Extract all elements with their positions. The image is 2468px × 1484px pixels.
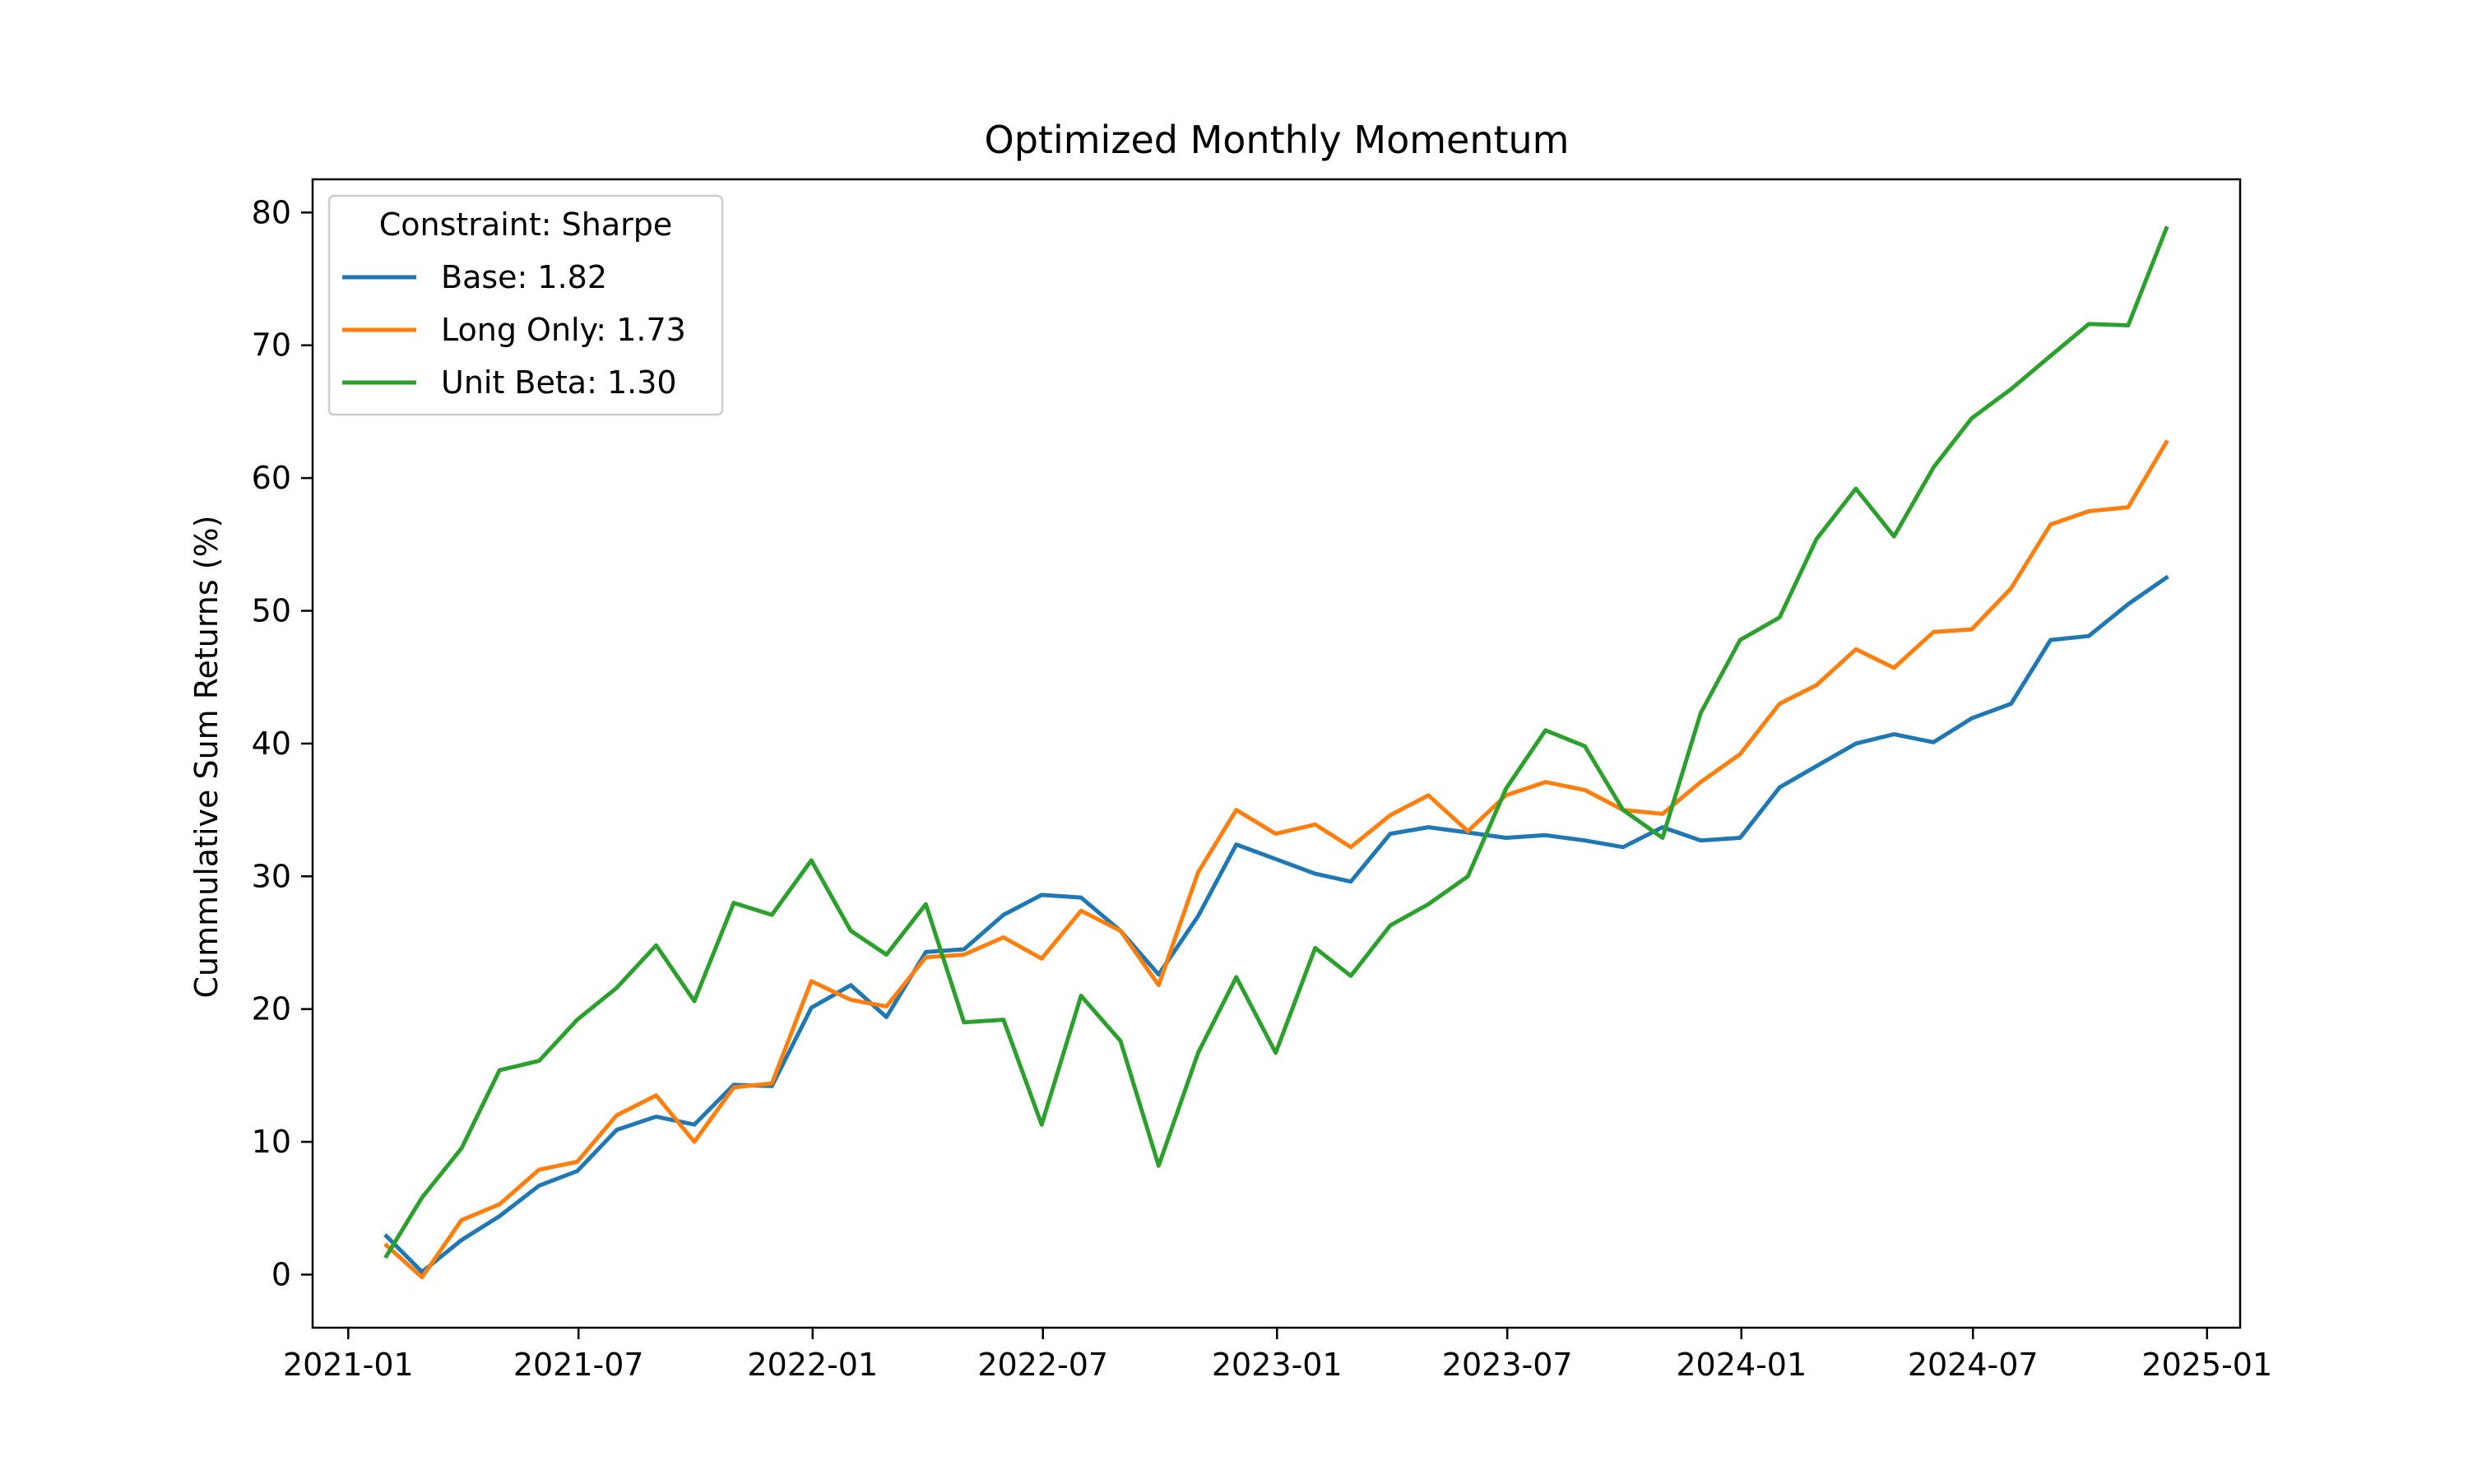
x-tick-label: 2021-07 <box>513 1347 644 1383</box>
x-tick-label: 2024-01 <box>1676 1347 1807 1383</box>
axis-ticks: 2021-01 2021-07 2022-01 2022-07 2023-01 2023-… <box>252 194 2273 1383</box>
plot-lines <box>383 225 2169 1280</box>
y-tick-label: 80 <box>252 194 291 230</box>
plot-frame <box>311 178 2242 1329</box>
series-line-1 <box>383 574 2169 1274</box>
legend-label: Unit Beta: 1.30 <box>441 364 677 401</box>
y-tick-label: 0 <box>271 1256 291 1292</box>
x-tick-label: 2021-01 <box>283 1347 414 1383</box>
x-tick-label: 2022-01 <box>747 1347 878 1383</box>
legend-box <box>327 194 724 416</box>
x-tick-label: 2024-07 <box>1908 1347 2039 1383</box>
legend-label: Base: 1.82 <box>441 259 607 295</box>
chart-title: Optimized Monthly Momentum <box>985 118 1570 162</box>
series-line-3 <box>383 225 2169 1259</box>
x-tick-label: 2023-01 <box>1212 1347 1343 1383</box>
legend: Constraint: Sharpe Base: 1.82 Long Only: 1… <box>327 194 724 416</box>
x-tick-label: 2023-07 <box>1442 1347 1573 1383</box>
x-tick-label: 2025-01 <box>2141 1347 2272 1383</box>
y-tick-label: 30 <box>252 858 291 894</box>
y-tick-label: 70 <box>252 327 291 364</box>
y-tick-label: 20 <box>252 991 291 1027</box>
y-tick-label: 40 <box>252 726 291 762</box>
legend-title: Constraint: Sharpe <box>379 206 673 243</box>
y-tick-label: 10 <box>252 1124 291 1160</box>
x-tick-label: 2022-07 <box>977 1347 1108 1383</box>
y-axis-label: Cummulative Sum Returns (%) <box>188 515 225 998</box>
series-line-2 <box>383 439 2169 1280</box>
y-tick-label: 60 <box>252 460 291 496</box>
legend-label: Long Only: 1.73 <box>441 312 686 348</box>
y-tick-label: 50 <box>252 593 291 629</box>
